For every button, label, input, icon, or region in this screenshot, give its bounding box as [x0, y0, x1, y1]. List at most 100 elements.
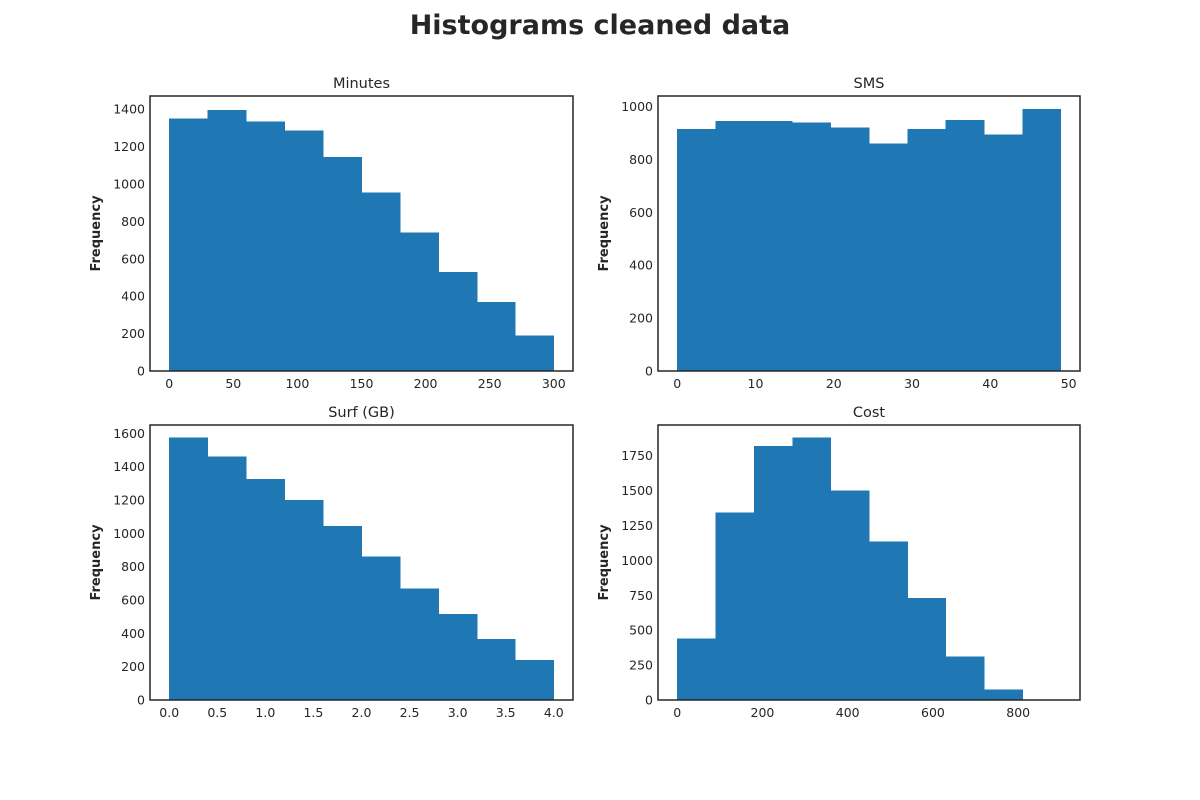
- cost-bar: [715, 512, 755, 700]
- cost-y-tick-label: 1250: [621, 518, 653, 533]
- minutes-y-axis-label: Frequency: [89, 195, 104, 272]
- minutes-y-tick-label: 200: [121, 326, 145, 341]
- surf-x-tick-label: 2.0: [352, 705, 372, 720]
- sms-y-tick-label: 1000: [621, 99, 653, 114]
- surf-x-tick-label: 4.0: [544, 705, 564, 720]
- cost-panel-title: Cost: [853, 405, 886, 421]
- cost-axes-frame: [657, 424, 1081, 701]
- surf-bar: [515, 660, 555, 700]
- surf-bar: [169, 437, 209, 700]
- sms-x-tick-label: 10: [748, 376, 764, 391]
- sms-x-tick-label: 40: [982, 376, 998, 391]
- surf-x-tick-label: 0.5: [207, 705, 227, 720]
- minutes-y-tick-label: 1200: [113, 139, 145, 154]
- surf-y-tick-label: 1600: [113, 426, 145, 441]
- surf-panel-title: Surf (GB): [328, 405, 395, 421]
- sms-bar: [753, 121, 793, 372]
- surf-x-tick-label: 3.5: [496, 705, 516, 720]
- cost-bar: [792, 437, 832, 700]
- cost-bar: [984, 689, 1023, 700]
- surf-y-tick-label: 600: [121, 593, 145, 608]
- cost-y-tick-label: 0: [645, 693, 653, 708]
- sms-bar: [907, 129, 947, 371]
- surf-y-tick-label: 200: [121, 659, 145, 674]
- minutes-bar: [476, 301, 516, 371]
- sms-y-tick-label: 400: [629, 258, 653, 273]
- minutes-y-tick-label: 1000: [113, 176, 145, 191]
- minutes-bar: [323, 156, 362, 371]
- minutes-x-tick-label: 150: [350, 376, 374, 391]
- minutes-axes-frame: [149, 95, 574, 372]
- surf-y-tick-label: 1200: [113, 493, 145, 508]
- surf-y-tick-label: 1400: [113, 459, 145, 474]
- minutes-x-tick-label: 0: [165, 376, 173, 391]
- cost-bar: [830, 490, 870, 700]
- cost-y-axis-label: Frequency: [597, 524, 612, 601]
- minutes-x-tick-label: 50: [225, 376, 241, 391]
- minutes-bar: [207, 110, 247, 371]
- sms-y-tick-label: 0: [645, 364, 653, 379]
- cost-y-tick-label: 500: [629, 623, 653, 638]
- surf-bar: [246, 479, 285, 700]
- minutes-y-tick-label: 800: [121, 214, 145, 229]
- minutes-y-tick-label: 0: [137, 364, 145, 379]
- surf-bar: [476, 639, 516, 700]
- minutes-bar: [169, 118, 209, 371]
- sms-x-tick-label: 20: [826, 376, 842, 391]
- surf-bar: [207, 456, 247, 700]
- cost-x-tick-label: 800: [1006, 705, 1030, 720]
- cost-bar: [677, 638, 716, 700]
- cost-x-tick-label: 400: [836, 705, 860, 720]
- surf-bar: [361, 556, 401, 700]
- minutes-y-tick-label: 400: [121, 289, 145, 304]
- minutes-bar: [515, 335, 555, 371]
- sms-bar: [984, 134, 1023, 371]
- surf-bar: [438, 614, 478, 700]
- figure-title: Histograms cleaned data: [409, 10, 791, 41]
- sms-bar: [715, 121, 755, 372]
- surf-y-tick-label: 400: [121, 626, 145, 641]
- cost-bar: [753, 445, 793, 700]
- cost-y-tick-label: 750: [629, 588, 653, 603]
- sms-x-tick-label: 0: [673, 376, 681, 391]
- surf-y-axis-label: Frequency: [89, 524, 104, 601]
- cost-y-tick-label: 1750: [621, 448, 653, 463]
- cost-y-tick-label: 1500: [621, 483, 653, 498]
- sms-x-tick-label: 30: [904, 376, 920, 391]
- cost-x-tick-label: 200: [751, 705, 775, 720]
- surf-x-tick-label: 1.5: [303, 705, 323, 720]
- surf-x-tick-label: 3.0: [448, 705, 468, 720]
- minutes-bar: [438, 271, 478, 371]
- minutes-bar: [246, 121, 285, 371]
- surf-y-tick-label: 800: [121, 559, 145, 574]
- minutes-x-tick-label: 300: [542, 376, 566, 391]
- sms-bar: [677, 129, 716, 371]
- sms-bar: [1022, 109, 1062, 371]
- cost-bar: [907, 598, 947, 700]
- minutes-bar: [284, 130, 324, 371]
- surf-x-tick-label: 1.0: [255, 705, 275, 720]
- surf-bar: [284, 500, 324, 700]
- surf-x-tick-label: 0.0: [159, 705, 179, 720]
- sms-x-tick-label: 50: [1061, 376, 1077, 391]
- sms-y-axis-label: Frequency: [597, 195, 612, 272]
- surf-y-tick-label: 0: [137, 693, 145, 708]
- sms-y-tick-label: 200: [629, 311, 653, 326]
- cost-y-tick-label: 250: [629, 658, 653, 673]
- sms-bar: [945, 119, 985, 371]
- surf-bar: [399, 588, 439, 700]
- surf-y-tick-label: 1000: [113, 526, 145, 541]
- sms-bar: [792, 122, 832, 371]
- minutes-panel-title: Minutes: [333, 76, 390, 92]
- minutes-x-tick-label: 100: [285, 376, 309, 391]
- surf-bar: [323, 525, 362, 700]
- sms-bar: [830, 127, 870, 371]
- sms-panel-title: SMS: [854, 76, 885, 92]
- surf-x-tick-label: 2.5: [400, 705, 420, 720]
- cost-x-tick-label: 0: [673, 705, 681, 720]
- surf-axes-frame: [149, 424, 574, 701]
